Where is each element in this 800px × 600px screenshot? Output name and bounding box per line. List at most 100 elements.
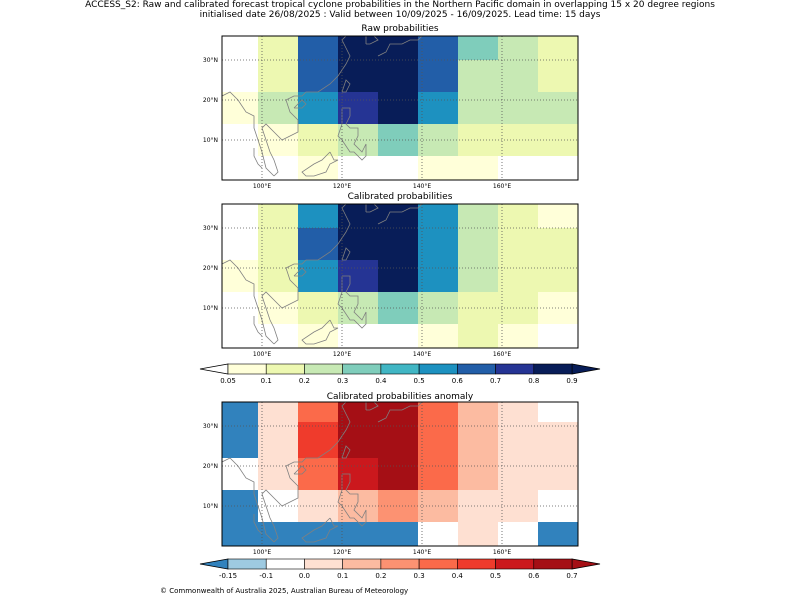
heatmap-cell (458, 490, 499, 523)
heatmap-cell (378, 402, 419, 423)
heatmap-cell (258, 204, 299, 229)
heatmap-cell (222, 60, 259, 93)
lat-tick-label: 30°N (203, 225, 218, 232)
heatmap-cell (298, 92, 339, 125)
map-frame (221, 203, 579, 349)
coastline (377, 36, 423, 57)
heatmap-cell (458, 60, 499, 93)
map-panel-2: 100°E 120°E 140°E 160°E 30°N 20°N 10°N Calibrat… (203, 192, 579, 358)
heatmap-cell (498, 204, 539, 229)
coastline (337, 473, 367, 527)
heatmap-cell (222, 402, 259, 423)
heatmap-cell (498, 522, 539, 547)
heatmap-cell (458, 36, 499, 61)
lon-tick-label: 120°E (333, 183, 351, 190)
heatmap-cell (498, 260, 539, 293)
panel-title: Raw probabilities (361, 24, 439, 34)
heatmap-cell (298, 260, 339, 293)
heatmap-cell (378, 522, 419, 547)
lat-tick-label: 30°N (203, 57, 218, 64)
anomaly-colorbar: -0.15 -0.1 0.0 0.1 0.2 0.3 0.4 0.5 0.6 0.7 (199, 558, 601, 580)
colorbar-extend-lower (199, 558, 229, 570)
heatmap-cell (338, 422, 379, 459)
colorbar-tick-label: 0.9 (566, 377, 577, 385)
coastline (337, 275, 367, 329)
colorbar-segment (495, 363, 535, 375)
heatmap-cell (222, 458, 259, 491)
heatmap-cell (538, 92, 579, 125)
coastline (341, 445, 351, 459)
heatmap-cell (222, 36, 259, 61)
heatmap-cell (498, 402, 539, 423)
colorbar-tick-label: 0.6 (452, 377, 464, 385)
heatmap-cell (222, 228, 259, 261)
heatmap-cell (338, 60, 379, 93)
heatmap-cell (258, 324, 299, 349)
heatmap-cell (498, 92, 539, 125)
colorbar-segment (227, 363, 267, 375)
heatmap-cell (458, 422, 499, 459)
lon-tick-label: 100°E (253, 549, 271, 556)
colorbar-segment (304, 558, 343, 570)
heatmap-cell (418, 36, 459, 61)
colorbar-tick-label: 0.5 (490, 572, 501, 580)
lat-tick-label: 10°N (203, 305, 218, 312)
heatmap-cell (298, 324, 339, 349)
heatmap-cell (338, 522, 379, 547)
heatmap-cell (458, 402, 499, 423)
colorbar-tick-label: 0.6 (528, 572, 540, 580)
heatmap-cell (378, 260, 419, 293)
colorbar-tick-label: 0.5 (414, 377, 425, 385)
colorbar-tick-label: 0.7 (490, 377, 501, 385)
heatmap-cell (222, 422, 259, 459)
heatmap-cell (338, 204, 379, 229)
heatmap-cell (418, 324, 459, 349)
heatmap-cell (298, 60, 339, 93)
heatmap-cell (498, 228, 539, 261)
heatmap-cell (378, 324, 419, 349)
heatmap-cell (258, 60, 299, 93)
coastline (261, 402, 351, 543)
lat-tick-label: 10°N (203, 503, 218, 510)
lon-tick-label: 100°E (253, 351, 271, 358)
heatmap-cell (258, 522, 299, 547)
colorbar-tick-label: 0.4 (375, 377, 387, 385)
heatmap-cell (338, 228, 379, 261)
colorbar-segment (380, 558, 420, 570)
heatmap-cell (538, 458, 579, 491)
heatmap-cell (298, 156, 339, 181)
heatmap-cell (298, 458, 339, 491)
figure-title-line1: ACCESS_S2: Raw and calibrated forecast t… (85, 0, 715, 10)
lon-tick-label: 160°E (493, 183, 511, 190)
heatmap-cell (458, 292, 499, 325)
colorbar-tick-label: 0.2 (375, 572, 386, 580)
heatmap-cell (458, 156, 499, 181)
heatmap-cell (498, 36, 539, 61)
colorbar-extend-upper (571, 363, 601, 375)
heatmap-cell (338, 36, 379, 61)
coastline (365, 402, 379, 411)
coastline (301, 517, 339, 543)
heatmap-cell (538, 260, 579, 293)
colorbar-tick-label: -0.15 (219, 572, 237, 580)
heatmap-cell (258, 156, 299, 181)
colorbar-segment (265, 363, 305, 375)
heatmap-cell (538, 522, 579, 547)
heatmap-cell (458, 458, 499, 491)
map-frame (221, 401, 579, 547)
lat-tick-label: 30°N (203, 423, 218, 430)
colorbar-segment (227, 558, 267, 570)
heatmap-cell (378, 458, 419, 491)
heatmap-cell (298, 402, 339, 423)
lon-tick-label: 140°E (413, 351, 431, 358)
colorbar-tick-label: 0.0 (299, 572, 310, 580)
coastline (293, 267, 307, 277)
coastline (293, 465, 307, 475)
heatmap-cell (458, 260, 499, 293)
heatmap-cell (258, 402, 299, 423)
heatmap-cell (298, 522, 339, 547)
coastline (341, 79, 351, 93)
heatmap-cell (498, 458, 539, 491)
colorbar-tick-label: 0.3 (414, 572, 425, 580)
